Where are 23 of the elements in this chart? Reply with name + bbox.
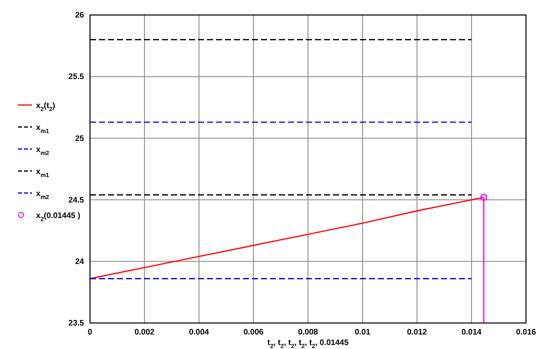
y-tick-label: 24 xyxy=(75,256,85,266)
y-tick-label: 25.5 xyxy=(68,72,85,82)
legend-label: x$_{m1}$ xyxy=(36,167,50,179)
x-tick-label: 0 xyxy=(88,328,93,337)
x-tick-label: 0.004 xyxy=(188,328,210,337)
legend-label: x$_{m1}$ xyxy=(36,123,50,135)
text: t$_{2}$, t$_{2}$, t$_{2}$, t$_{2}$, t$_{2}$, 0.01445 xyxy=(267,338,349,349)
x-tick-label: 0.016 xyxy=(516,328,536,337)
x-tick-label: 0.01 xyxy=(354,328,371,337)
x-tick-label: 0.008 xyxy=(298,328,319,337)
y-tick-label: 23.5 xyxy=(68,318,85,328)
line-series xyxy=(89,196,484,280)
x-tick-label: 0.002 xyxy=(134,328,156,337)
x-tick-label: 0.006 xyxy=(243,328,264,337)
legend-label: x$_{m2}$ xyxy=(36,145,50,157)
legend-label: x$_{m2}$ xyxy=(36,189,50,201)
legend-label: x$_{2}$(0.01445 ) xyxy=(36,211,81,223)
x-tick-label: 0.014 xyxy=(461,328,482,337)
legend-label: x$_{2}$(t$_{2}$) xyxy=(36,101,56,113)
y-tick-label: 24.5 xyxy=(68,195,85,204)
y-tick-label: 26 xyxy=(75,10,85,20)
x-tick-label: 0.012 xyxy=(406,328,428,337)
y-tick-label: 25 xyxy=(75,134,85,143)
